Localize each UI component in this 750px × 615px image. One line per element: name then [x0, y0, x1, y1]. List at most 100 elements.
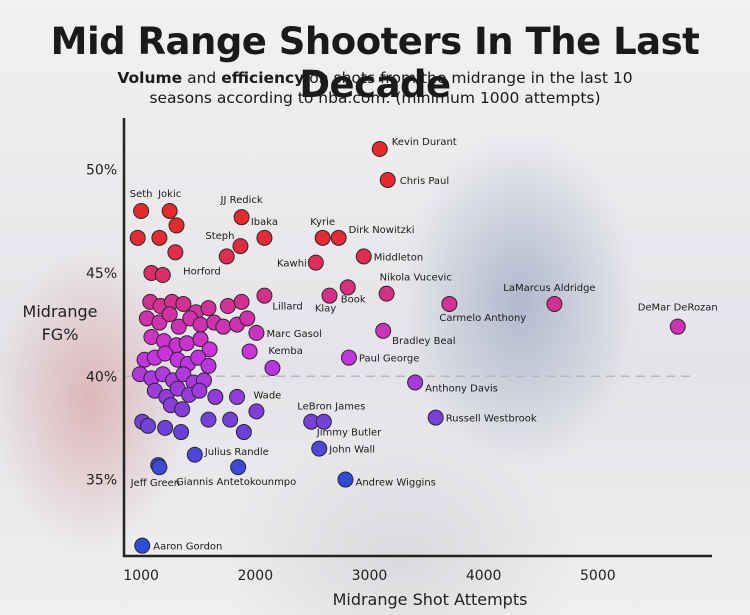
data-point — [235, 424, 252, 441]
y-axis-title-line2: FG% — [42, 325, 79, 344]
point-label: Jokic — [157, 189, 181, 200]
point-label: Chris Paul — [400, 176, 449, 187]
data-point — [241, 343, 258, 360]
point-label: Aaron Gordon — [153, 542, 222, 553]
point-label: Paul George — [359, 354, 419, 365]
point-label: Book — [341, 294, 366, 305]
data-point-labeled — [375, 322, 392, 339]
axes — [122, 118, 712, 558]
y-tick-label: 45% — [86, 266, 117, 282]
data-point-labeled — [378, 285, 395, 302]
chart-subtitle: Volume and efficiency on shots from the … — [110, 68, 640, 108]
y-tick-label: 35% — [86, 473, 117, 489]
point-label: Russell Westbrook — [446, 414, 537, 425]
data-point — [151, 229, 168, 246]
point-label: Ibaka — [251, 217, 278, 228]
data-point — [215, 318, 232, 335]
data-point — [192, 316, 209, 333]
data-point-labeled — [311, 440, 328, 457]
data-point — [239, 310, 256, 327]
data-point-labeled — [232, 238, 249, 255]
data-point — [229, 388, 246, 405]
y-tick-label: 40% — [86, 369, 117, 385]
data-point-labeled — [337, 471, 354, 488]
data-point-labeled — [151, 459, 168, 476]
point-label: Steph — [205, 231, 234, 242]
point-label: LaMarcus Aldridge — [503, 283, 595, 294]
x-axis-title: Midrange Shot Attempts — [333, 590, 528, 609]
data-point — [175, 295, 192, 312]
data-point-labeled — [218, 248, 235, 265]
data-point-labeled — [134, 537, 151, 554]
point-label: Kawhi — [277, 259, 307, 270]
data-point — [154, 267, 171, 284]
point-label: John Wall — [328, 445, 375, 456]
point-label: Middleton — [374, 252, 423, 263]
point-label: Klay — [315, 304, 336, 315]
x-tick-label: 5000 — [580, 568, 616, 584]
data-point — [168, 217, 185, 234]
point-label: Seth — [130, 189, 153, 200]
point-label: Horford — [183, 266, 221, 277]
data-point — [157, 345, 174, 362]
point-label: Anthony Davis — [425, 383, 498, 394]
data-point — [201, 341, 218, 358]
subtitle-and: and — [182, 69, 222, 87]
data-point — [200, 411, 217, 428]
data-point — [233, 293, 250, 310]
data-point-labeled — [371, 140, 388, 157]
tick-labels: 1000 2000 3000 4000 5000 35% 40% 45% 50% — [86, 163, 616, 584]
data-point — [170, 318, 187, 335]
point-label: JJ Redick — [220, 195, 263, 206]
x-tick-label: 4000 — [466, 568, 502, 584]
x-tick-label: 3000 — [352, 568, 388, 584]
data-point — [191, 382, 208, 399]
chart-title: Mid Range Shooters In The Last Decade — [50, 20, 700, 106]
data-point-labeled — [314, 229, 331, 246]
data-point — [174, 401, 191, 418]
data-point-labeled — [669, 318, 686, 335]
data-point — [139, 417, 156, 434]
data-point-labeled — [315, 413, 332, 430]
point-label: Kemba — [268, 346, 302, 357]
data-point — [207, 388, 224, 405]
data-point-labeled — [355, 248, 372, 265]
data-point — [173, 424, 190, 441]
data-point-labeled — [256, 229, 273, 246]
data-point-labeled — [379, 171, 396, 188]
data-point — [192, 331, 209, 348]
data-point — [200, 357, 217, 374]
data-point — [219, 298, 236, 315]
data-point — [129, 229, 146, 246]
data-point-labeled — [248, 324, 265, 341]
point-label: Lillard — [272, 302, 302, 313]
point-label: Kevin Durant — [392, 137, 457, 148]
data-point-labeled — [248, 403, 265, 420]
data-point — [167, 244, 184, 261]
data-point-labeled — [186, 446, 203, 463]
data-point-labeled — [340, 349, 357, 366]
point-label: Carmelo Anthony — [439, 313, 526, 324]
subtitle-rest: on shots from the midrange in the last 1… — [149, 69, 633, 107]
point-label: LeBron James — [297, 402, 365, 413]
data-point-labeled — [256, 287, 273, 304]
data-point — [222, 411, 239, 428]
point-label: Wade — [253, 390, 281, 401]
data-point-labeled — [133, 202, 150, 219]
data-point-labeled — [546, 295, 563, 312]
point-label: Marc Gasol — [266, 329, 321, 340]
data-point — [178, 335, 195, 352]
y-axis-title-line1: Midrange — [23, 302, 98, 321]
data-point — [161, 306, 178, 323]
data-point-labeled — [427, 409, 444, 426]
point-label: Julius Randle — [204, 447, 269, 458]
x-tick-label: 1000 — [123, 568, 159, 584]
data-point-labeled — [307, 254, 324, 271]
data-point-labeled — [330, 229, 347, 246]
point-label: Bradley Beal — [392, 336, 455, 347]
point-label: Jimmy Butler — [316, 428, 382, 439]
point-label: Jeff Green — [130, 478, 180, 489]
data-point — [200, 300, 217, 317]
x-tick-label: 2000 — [237, 568, 273, 584]
